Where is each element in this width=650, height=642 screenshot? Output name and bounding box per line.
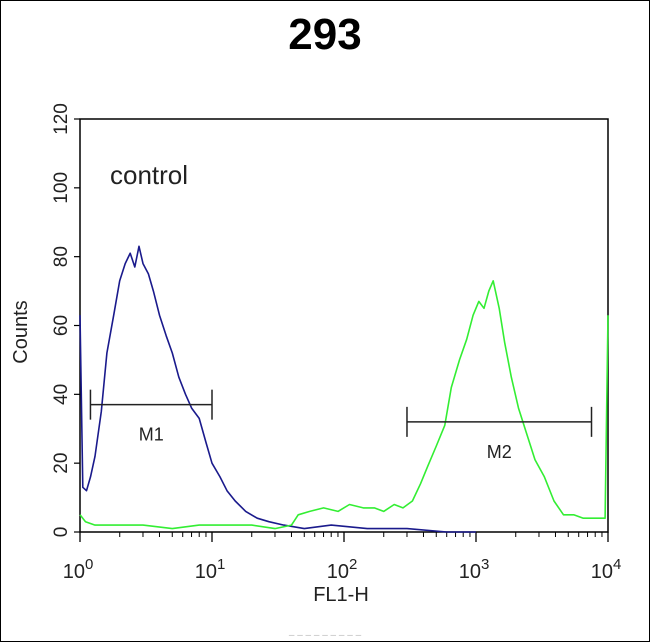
series-line-2	[79, 279, 609, 530]
y-tick-label: 100	[51, 172, 72, 204]
series-layer	[79, 245, 609, 533]
x-tick-label: 100	[63, 556, 94, 583]
x-axis-label: FL1-H	[313, 584, 369, 606]
marker-layer: M1 M2	[89, 389, 593, 462]
y-tick-label: 120	[51, 103, 72, 135]
y-tick-label: 0	[51, 527, 72, 538]
chart-title: 293	[288, 10, 362, 59]
marker-label: M2	[487, 442, 512, 462]
x-tick-label: 104	[591, 556, 622, 583]
annotation-control: control	[110, 160, 188, 190]
marker-label: M1	[139, 425, 164, 445]
y-tick-label: 40	[51, 384, 72, 405]
y-tick-label: 20	[51, 453, 72, 474]
x-tick-label: 102	[327, 556, 358, 583]
y-axis-label: Counts	[10, 300, 32, 363]
y-tick-label: 80	[51, 246, 72, 267]
plot-area	[79, 118, 609, 533]
x-tick-label: 103	[459, 556, 490, 583]
y-axis: 0 20 40 60 80 100 120	[51, 103, 80, 537]
series-line-1	[79, 245, 476, 533]
y-tick-label: 60	[51, 315, 72, 336]
x-tick-label: 101	[195, 556, 226, 583]
x-axis: 100 101 102 103 104	[63, 532, 622, 583]
footer-text: – – – – – – – – –	[289, 630, 362, 641]
